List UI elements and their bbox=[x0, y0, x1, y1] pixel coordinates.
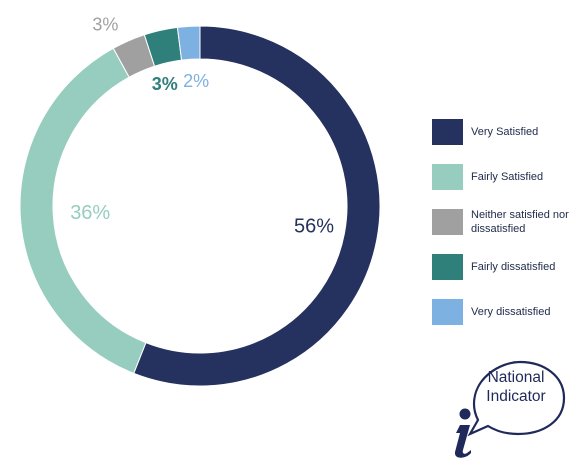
slice-label: 3% bbox=[92, 14, 118, 34]
slice-label: 3% bbox=[152, 74, 178, 94]
legend-item-very-dissatisfied: Very dissatisfied bbox=[432, 292, 577, 332]
slice-label: 2% bbox=[183, 71, 209, 91]
legend-item-fairly-satisfied: Fairly Satisfied bbox=[432, 157, 577, 197]
legend-item-fairly-dissatisfied: Fairly dissatisfied bbox=[432, 247, 577, 287]
indicator-line-2: Indicator bbox=[486, 388, 546, 405]
legend-label: Fairly dissatisfied bbox=[471, 261, 556, 273]
indicator-line-1: National bbox=[487, 369, 545, 386]
donut-chart: 56%36%3%3% 2% bbox=[19, 14, 381, 387]
legend-swatch bbox=[432, 209, 463, 235]
legend-label: Very Satisfied bbox=[471, 126, 539, 138]
national-indicator-badge: National Indicator bbox=[434, 352, 574, 462]
chart-legend: Very Satisfied Fairly Satisfied Neither … bbox=[432, 112, 577, 337]
donut-slices bbox=[19, 25, 381, 387]
indicator-text: National Indicator bbox=[474, 368, 558, 406]
slice-label: 36% bbox=[70, 202, 110, 224]
slice-label: 56% bbox=[294, 216, 334, 238]
donut-slice bbox=[133, 25, 381, 387]
legend-label: Very dissatisfied bbox=[471, 306, 551, 318]
legend-label: Neither satisfied nor dissatisfied bbox=[471, 209, 569, 235]
info-speech-bubble-icon bbox=[454, 360, 566, 458]
legend-swatch bbox=[432, 254, 463, 280]
donut-slice bbox=[176, 25, 201, 61]
legend-swatch bbox=[432, 164, 463, 190]
legend-swatch bbox=[432, 299, 463, 325]
legend-label: Fairly Satisfied bbox=[471, 171, 544, 183]
slice-labels: 56%36%3%3% 2% bbox=[70, 14, 334, 237]
legend-item-neither: Neither satisfied nor dissatisfied bbox=[432, 202, 577, 242]
legend-item-very-satisfied: Very Satisfied bbox=[432, 112, 577, 152]
legend-swatch bbox=[432, 119, 463, 145]
